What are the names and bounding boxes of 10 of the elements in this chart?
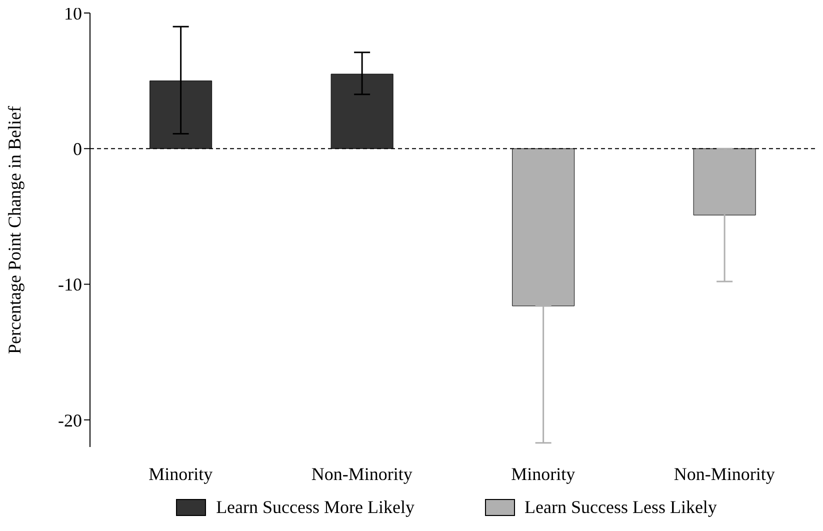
y-axis-title: Percentage Point Change in Belief [4, 106, 24, 354]
y-tick-label: 0 [73, 139, 82, 160]
legend-label: Learn Success More Likely [216, 497, 414, 518]
x-tick-label: Non-Minority [674, 464, 775, 484]
x-tick-label: Non-Minority [311, 464, 412, 484]
x-tick-label: Minority [148, 464, 213, 484]
y-tick-label: -10 [58, 274, 82, 295]
y-tick-label: -20 [58, 410, 82, 430]
x-tick-label: Minority [511, 464, 576, 484]
legend-label: Learn Success Less Likely [524, 497, 717, 518]
